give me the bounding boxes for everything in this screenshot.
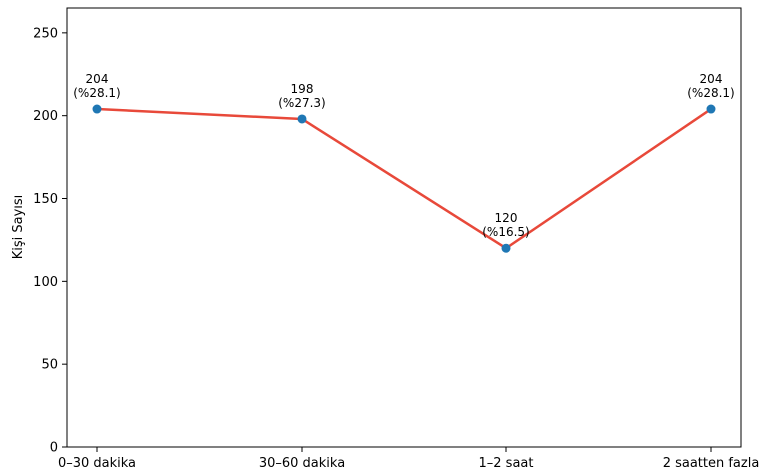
y-tick-label: 50 — [41, 358, 58, 373]
y-tick-label: 150 — [33, 192, 58, 207]
y-tick-label: 0 — [50, 441, 58, 456]
x-tick-label: 2 saatten fazla — [663, 456, 760, 471]
data-label: 198 (%27.3) — [278, 82, 325, 110]
data-label: 204 (%28.1) — [73, 72, 120, 100]
data-label: 204 (%28.1) — [687, 72, 734, 100]
x-tick-label: 1–2 saat — [479, 456, 534, 471]
y-tick-label: 200 — [33, 109, 58, 124]
data-label: 120 (%16.5) — [482, 211, 529, 239]
x-tick-label: 30–60 dakika — [259, 456, 345, 471]
x-axis: 0–30 dakika 30–60 dakika 1–2 saat 2 saatten… — [58, 447, 759, 471]
y-tick-label: 100 — [33, 275, 58, 290]
y-axis-label: Kişi Sayısı — [11, 195, 26, 260]
series-line — [96, 107, 712, 250]
plot-frame — [66, 7, 742, 448]
data-point — [501, 243, 511, 253]
x-tick-label: 0–30 dakika — [58, 456, 136, 471]
data-point — [92, 104, 102, 114]
data-point — [297, 114, 307, 124]
data-point — [706, 104, 716, 114]
series-group: 204 (%28.1) 198 (%27.3) 120 (%16.5) 204 (%28.1) — [73, 72, 735, 253]
y-axis: 0 50 100 150 200 250 — [33, 26, 67, 456]
y-tick-label: 250 — [33, 26, 58, 41]
